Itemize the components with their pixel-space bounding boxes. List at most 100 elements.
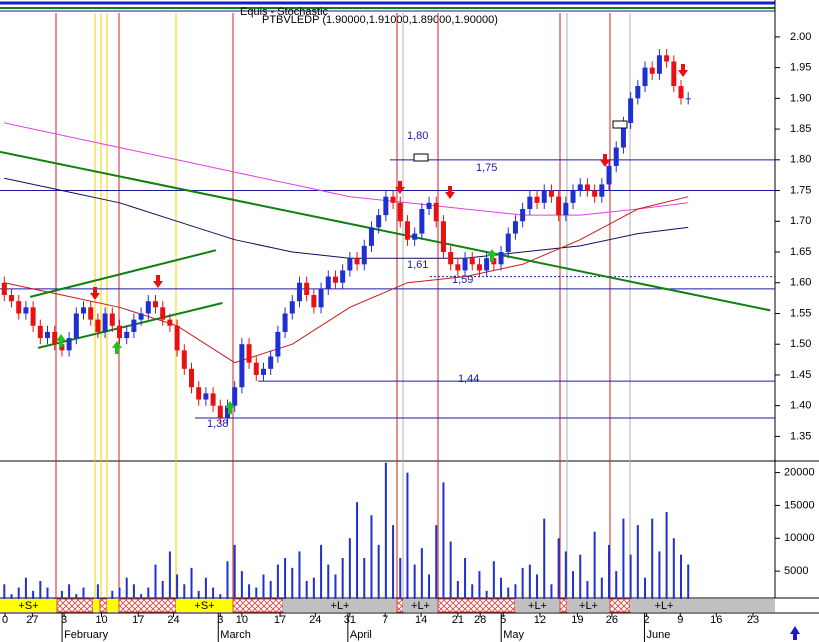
x-tick-label: 12 xyxy=(534,614,546,626)
x-tick-label: 16 xyxy=(710,614,722,626)
candle-body xyxy=(16,301,22,314)
candle-body xyxy=(498,252,504,265)
signal-band xyxy=(559,598,568,613)
candle-body xyxy=(520,208,526,222)
candle-body xyxy=(181,350,187,369)
moving-average xyxy=(4,196,689,364)
y-tick-label: 1.95 xyxy=(790,62,811,74)
candle-body xyxy=(275,331,281,357)
candle-body xyxy=(484,258,490,271)
candle-body xyxy=(160,307,166,320)
candle-body xyxy=(527,196,533,209)
candle-body xyxy=(649,67,655,74)
candle-body xyxy=(671,61,677,87)
y-tick-label: 10000 xyxy=(784,532,815,544)
subtitle: PTBVLEDP (1.90000,1.91000,1.89000,1.9000… xyxy=(262,14,498,26)
candle-body xyxy=(289,301,295,314)
y-tick-label: 15000 xyxy=(784,499,815,511)
x-tick-label: 17 xyxy=(132,614,144,626)
signal-band xyxy=(232,598,284,613)
candle-body xyxy=(304,282,310,296)
candle-body xyxy=(361,245,367,265)
candle-body xyxy=(45,331,51,339)
signal-label: +L+ xyxy=(579,600,598,612)
candle-body xyxy=(318,288,324,308)
signal-label: +L+ xyxy=(411,600,430,612)
candle-body xyxy=(117,325,123,339)
candle-body xyxy=(368,227,374,246)
candle-body xyxy=(642,67,648,87)
candle-body xyxy=(239,344,245,388)
signal-label: +L+ xyxy=(655,600,674,612)
y-tick-label: 1.90 xyxy=(790,92,811,104)
candle-body xyxy=(340,270,346,283)
candle-body xyxy=(606,165,612,185)
candle-body xyxy=(332,276,338,283)
candle-body xyxy=(325,276,331,289)
plot: 2.00 1.95 1.90 1.85 1.80 1.75 1.70 1.65 1.60 1.55… xyxy=(0,31,815,642)
signal-band xyxy=(107,599,119,612)
candle-body xyxy=(224,405,230,418)
candle-body xyxy=(253,362,259,375)
signal-band xyxy=(56,598,94,613)
signal-band xyxy=(396,598,404,613)
x-tick-label: 0 xyxy=(2,614,8,626)
header: Equis - Stochastic xyxy=(240,6,329,18)
candle-body xyxy=(296,282,302,302)
signal-band xyxy=(403,599,438,612)
signal-band xyxy=(283,599,397,612)
x-tick-label: 21 xyxy=(452,614,464,626)
month-label: June xyxy=(646,629,670,641)
candle-body xyxy=(635,86,641,99)
x-tick-label: 17 xyxy=(274,614,286,626)
candle-body xyxy=(448,252,454,265)
candle-body xyxy=(131,319,137,332)
candle-body xyxy=(541,190,547,203)
candle-body xyxy=(188,368,194,388)
candle-body xyxy=(455,264,461,271)
candle-body xyxy=(52,331,58,345)
x-tick-label: 24 xyxy=(167,614,179,626)
signal-band xyxy=(630,599,698,612)
candle-body xyxy=(196,387,202,400)
y-tick-label: 1.45 xyxy=(790,369,811,381)
candle-body xyxy=(613,147,619,166)
candle-body xyxy=(152,301,158,308)
candle-body xyxy=(37,325,43,339)
candle-body xyxy=(102,313,108,332)
candle-body xyxy=(592,190,598,197)
candle-body xyxy=(354,258,360,265)
candle-body xyxy=(390,196,396,203)
candle-body xyxy=(685,98,691,100)
x-tick-label: 7 xyxy=(382,614,388,626)
candle-body xyxy=(268,356,274,369)
x-tick-label: 2 xyxy=(643,614,649,626)
y-tick-label: 1.70 xyxy=(790,215,811,227)
x-tick-label: 28 xyxy=(474,614,486,626)
trendline xyxy=(0,150,771,312)
x-tick-label: 23 xyxy=(747,614,759,626)
arrows xyxy=(56,64,800,640)
candle-body xyxy=(210,393,216,406)
month-label: May xyxy=(503,629,524,641)
candle-body xyxy=(23,307,29,314)
month-label: April xyxy=(350,629,372,641)
candle-body xyxy=(433,202,439,222)
y-tick-label: 1.40 xyxy=(790,400,811,412)
y-tick-label: 1.60 xyxy=(790,277,811,289)
y-tick-label: 1.35 xyxy=(790,430,811,442)
level-label: 1,59 xyxy=(452,274,473,286)
signal-label: +S+ xyxy=(194,600,214,612)
month-label: March xyxy=(220,629,251,641)
candle-body xyxy=(1,282,7,296)
signal-label: +L+ xyxy=(528,600,547,612)
y-tick-label: 20000 xyxy=(784,466,815,478)
signal-label: +L+ xyxy=(331,600,350,612)
y-tick-label: 1.75 xyxy=(790,184,811,196)
candle-body xyxy=(9,295,15,302)
signal-band xyxy=(0,599,57,612)
candle-body xyxy=(404,221,410,240)
candle-body xyxy=(246,344,252,363)
candle-body xyxy=(282,313,288,332)
